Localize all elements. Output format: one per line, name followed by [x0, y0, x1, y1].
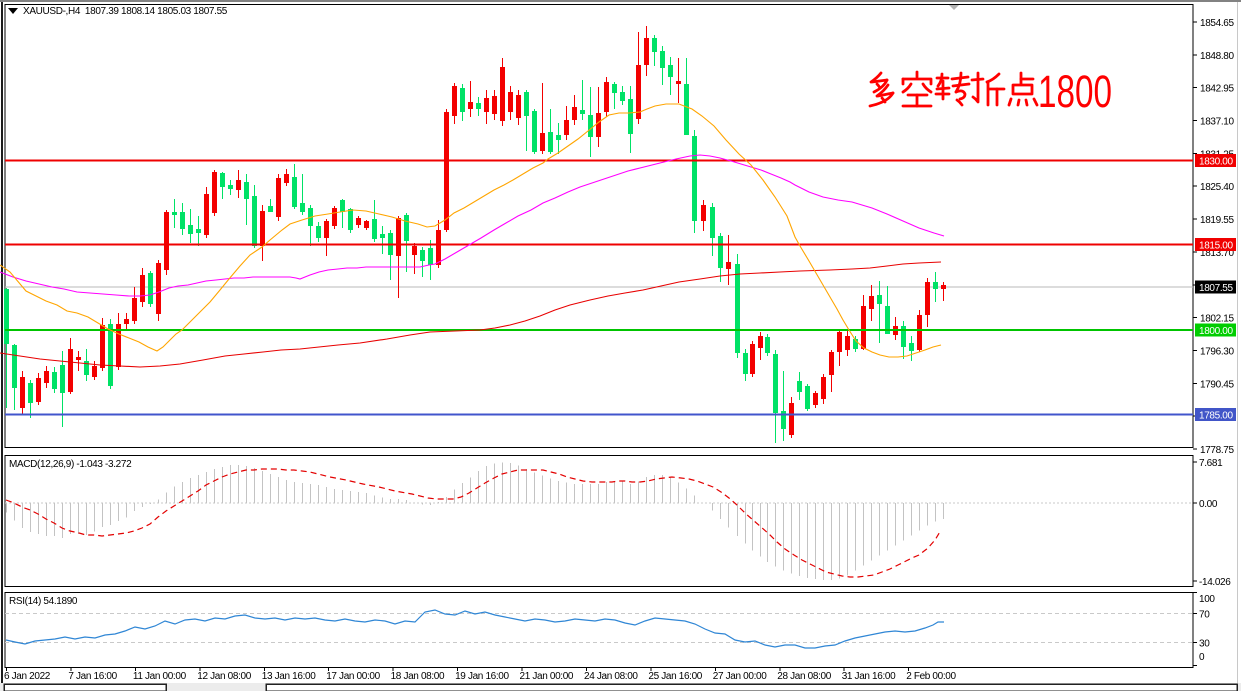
svg-text:1819.55: 1819.55 [1200, 215, 1234, 226]
svg-text:24 Jan 08:00: 24 Jan 08:00 [584, 671, 638, 682]
svg-text:1848.80: 1848.80 [1200, 51, 1234, 62]
svg-text:17 Jan 00:00: 17 Jan 00:00 [326, 671, 380, 682]
svg-text:XAUUSD-,H4 1807.39 1808.14 18: XAUUSD-,H4 1807.39 1808.14 1805.03 1807.… [23, 6, 228, 17]
svg-text:1790.45: 1790.45 [1200, 379, 1234, 390]
svg-text:19 Jan 16:00: 19 Jan 16:00 [455, 671, 509, 682]
svg-text:0: 0 [1199, 652, 1205, 663]
svg-text:25 Jan 16:00: 25 Jan 16:00 [648, 671, 702, 682]
svg-text:27 Jan 00:00: 27 Jan 00:00 [713, 671, 767, 682]
svg-text:1802.15: 1802.15 [1200, 314, 1234, 325]
svg-text:1807.55: 1807.55 [1199, 283, 1233, 294]
svg-text:31 Jan 16:00: 31 Jan 16:00 [842, 671, 896, 682]
svg-text:6 Jan 2022: 6 Jan 2022 [4, 671, 51, 682]
svg-text:1830.00: 1830.00 [1199, 157, 1233, 168]
svg-text:7 Jan 16:00: 7 Jan 16:00 [68, 671, 117, 682]
svg-text:30: 30 [1199, 639, 1210, 650]
svg-text:0.00: 0.00 [1199, 499, 1218, 510]
svg-text:21 Jan 00:00: 21 Jan 00:00 [520, 671, 574, 682]
svg-text:MACD(12,26,9) -1.043 -3.272: MACD(12,26,9) -1.043 -3.272 [9, 459, 132, 470]
svg-text:28 Jan 08:00: 28 Jan 08:00 [777, 671, 831, 682]
svg-text:100: 100 [1199, 594, 1215, 605]
svg-text:1837.10: 1837.10 [1200, 117, 1234, 128]
svg-text:1800.00: 1800.00 [1199, 326, 1233, 337]
svg-text:70: 70 [1199, 610, 1210, 621]
svg-text:1785.00: 1785.00 [1199, 411, 1233, 422]
svg-text:1815.00: 1815.00 [1199, 241, 1233, 252]
svg-text:1778.75: 1778.75 [1200, 445, 1234, 456]
svg-text:2 Feb 00:00: 2 Feb 00:00 [906, 671, 956, 682]
svg-text:1813.70: 1813.70 [1200, 248, 1234, 259]
svg-text:13 Jan 16:00: 13 Jan 16:00 [262, 671, 316, 682]
svg-text:1825.40: 1825.40 [1200, 182, 1234, 193]
svg-text:RSI(14) 54.1890: RSI(14) 54.1890 [9, 596, 78, 607]
svg-text:18 Jan 08:00: 18 Jan 08:00 [391, 671, 445, 682]
svg-text:-14.026: -14.026 [1199, 577, 1231, 588]
svg-text:1842.95: 1842.95 [1200, 84, 1234, 95]
svg-text:1796.30: 1796.30 [1200, 347, 1234, 358]
svg-text:1800: 1800 [1038, 66, 1112, 117]
svg-text:12 Jan 08:00: 12 Jan 08:00 [197, 671, 251, 682]
svg-text:1854.65: 1854.65 [1200, 18, 1234, 29]
svg-text:7.681: 7.681 [1199, 458, 1223, 469]
svg-text:11 Jan 00:00: 11 Jan 00:00 [133, 671, 187, 682]
